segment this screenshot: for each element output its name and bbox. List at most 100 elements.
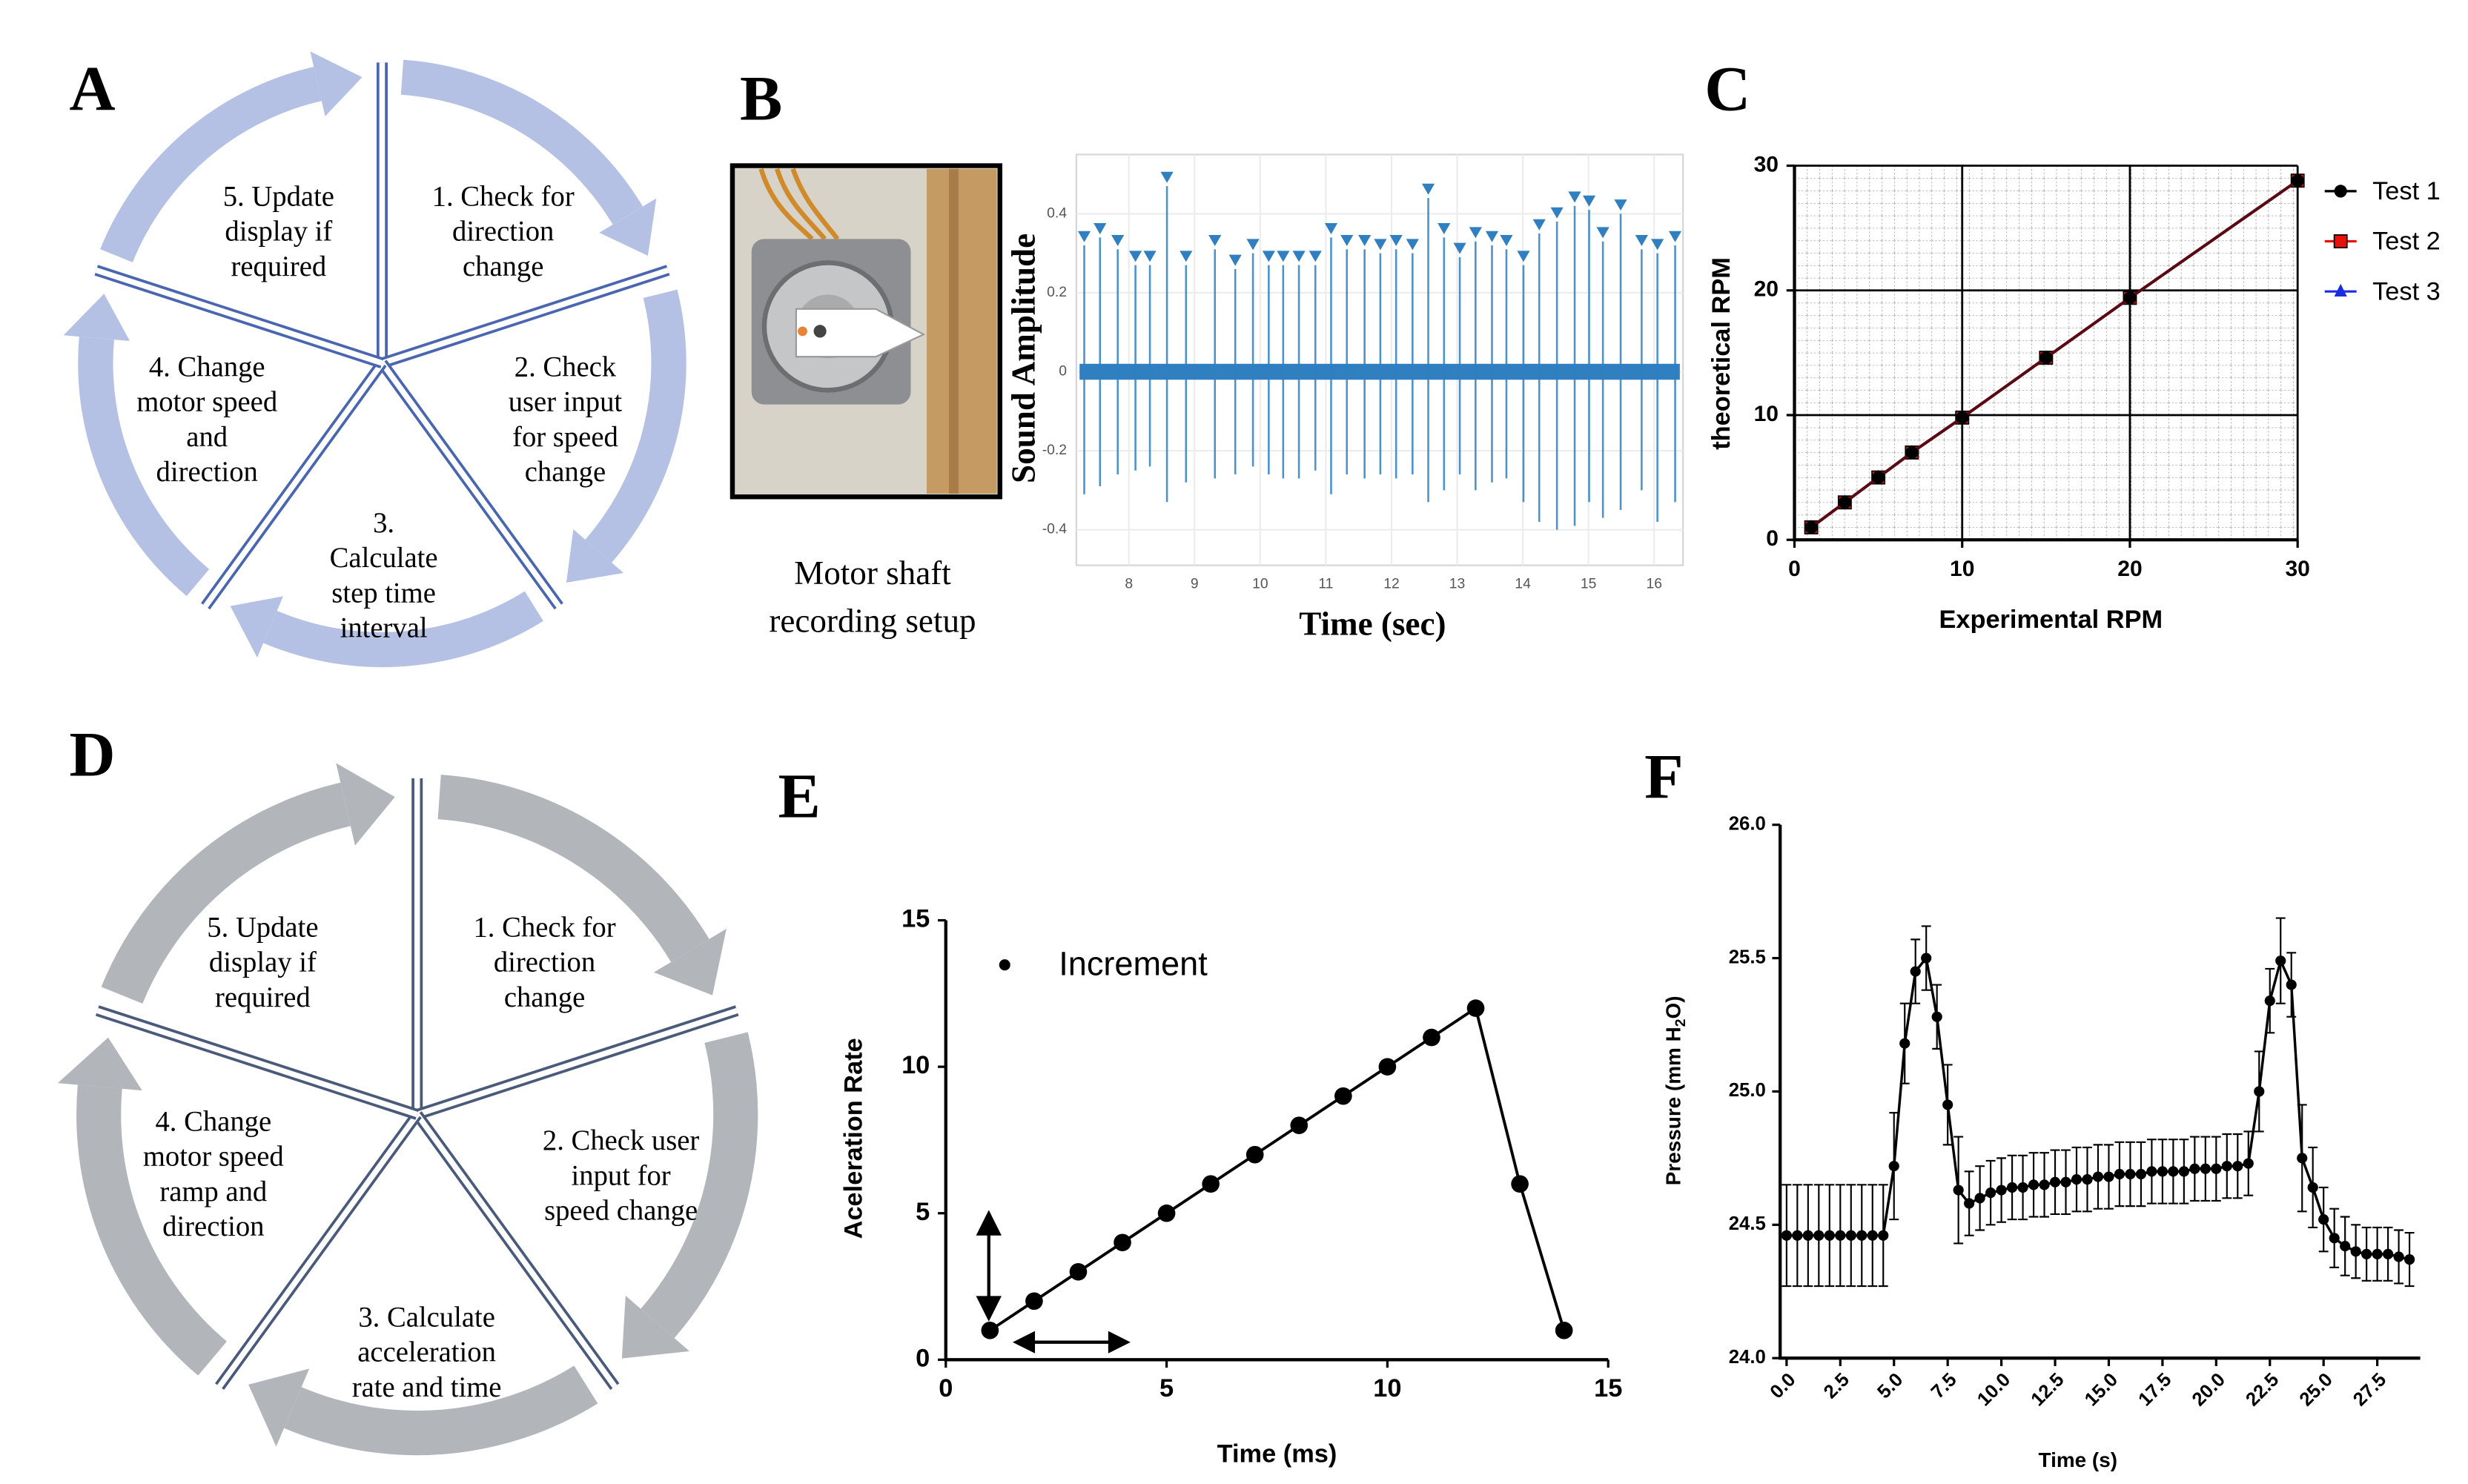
step-text: 3. Calculate [358, 1302, 495, 1334]
marker [1824, 1230, 1835, 1241]
peak-marker [1532, 219, 1546, 231]
peak-marker [1143, 251, 1157, 262]
marker [2329, 1233, 2340, 1244]
x-tick-label: 20 [2117, 557, 2142, 581]
step-text: change [504, 982, 585, 1013]
peak-marker [1651, 239, 1664, 251]
y-tick-label: 26.0 [1729, 813, 1766, 834]
marker [2393, 1251, 2404, 1262]
y-tick-label: 0 [1059, 364, 1067, 380]
y-tick-label: -0.2 [1042, 443, 1067, 458]
marker [981, 1321, 999, 1339]
marker [1804, 520, 1818, 534]
peak-marker [1358, 235, 1372, 247]
legend-marker [2334, 185, 2347, 198]
legend-marker [999, 959, 1010, 971]
x-tick-label: 9 [1191, 576, 1199, 592]
y-tick-label: 10 [901, 1051, 930, 1079]
cycle-arc [437, 775, 709, 962]
step-text: Calculate [330, 543, 438, 574]
marker [2189, 1163, 2200, 1174]
x-tick-label: 14 [1515, 576, 1531, 592]
marker [1867, 1230, 1878, 1241]
cycle-arrowhead [57, 1037, 142, 1091]
marker [2243, 1158, 2254, 1169]
x-tick-label: 10.0 [1974, 1369, 2014, 1410]
legend-label: Test 3 [2372, 277, 2441, 305]
marker [1813, 1230, 1824, 1241]
chart: 0 5 10 15 0 5 10 15 Increment Time (ms) Aceleratio… [839, 905, 1622, 1468]
y-tick-label: 5 [916, 1198, 930, 1226]
panel-label: C [1704, 53, 1750, 125]
x-tick-label: 30 [2285, 557, 2309, 581]
marker [1964, 1198, 1975, 1209]
marker [2372, 1248, 2383, 1259]
y-tick-label: 0 [1766, 526, 1779, 551]
peak-marker [1111, 235, 1125, 247]
y-axis-label: Aceleration Rate [839, 1038, 867, 1239]
spoke-gap [96, 1007, 418, 1118]
series-line [989, 1005, 1566, 1332]
marker [1114, 1233, 1131, 1252]
marker [2114, 1168, 2125, 1180]
marker [1845, 1230, 1856, 1241]
marker [1942, 1099, 1953, 1110]
spoke-gap [95, 267, 383, 366]
peak-marker [1292, 251, 1306, 262]
cycle-arrowhead [310, 51, 363, 116]
marker [2178, 1166, 2189, 1177]
chart: 0 10 20 30 0 10 20 30 Test 1 Test 2 Test 3 Experime… [1707, 152, 2441, 633]
x-tick-label: 8 [1125, 576, 1133, 592]
peak-marker [1406, 239, 1419, 251]
marker [2039, 351, 2053, 365]
marker [1069, 1262, 1088, 1281]
step-text: direction [494, 947, 595, 978]
x-tick-label: 10 [1373, 1374, 1401, 1402]
x-tick-label: 15 [1594, 1374, 1622, 1402]
marker [2286, 979, 2297, 990]
photo [730, 163, 1003, 500]
peak-marker [1568, 191, 1581, 203]
series-line [1786, 955, 2410, 1261]
marker [1202, 1175, 1220, 1193]
y-axis-label-part: Pressure (mm H [1662, 1027, 1685, 1185]
marker [2404, 1253, 2415, 1265]
step-text: rate and time [352, 1372, 502, 1403]
marker [1245, 1145, 1264, 1164]
step-text: change [525, 457, 606, 488]
marker [2123, 291, 2137, 305]
step-text: 5. Update [207, 912, 318, 943]
marker [2028, 1179, 2039, 1190]
y-tick-label: 25.5 [1729, 947, 1766, 967]
peak-marker [1128, 251, 1142, 262]
marker [2039, 1179, 2050, 1190]
x-tick-label: 12 [1383, 576, 1399, 592]
peak-marker [1180, 251, 1193, 262]
y-tick-label: 0.4 [1047, 206, 1067, 222]
step-text: speed change [544, 1196, 698, 1227]
y-axis-label: theoretical RPM [1707, 257, 1736, 450]
x-tick-label: 5.0 [1873, 1369, 1907, 1402]
cycle-arc [78, 337, 210, 597]
marker [1378, 1058, 1397, 1076]
marker [1996, 1185, 2007, 1196]
x-tick-label: 11 [1318, 576, 1333, 592]
marker [1025, 1292, 1043, 1311]
arrows [976, 1210, 1131, 1354]
cycle-arc [100, 67, 322, 262]
marker [1423, 1028, 1440, 1047]
photo-caption: recording setup [769, 602, 976, 639]
step-text: 5. Update [223, 181, 334, 212]
marker [1856, 1230, 1867, 1241]
step-text: interval [340, 613, 428, 644]
marker [2157, 1166, 2168, 1177]
step-text: 1. Check for [432, 181, 575, 212]
marker [2232, 1161, 2243, 1172]
marker [1802, 1230, 1813, 1241]
axis-line [1793, 165, 2298, 542]
peak-marker [1421, 183, 1435, 195]
legend-label: Increment [1059, 945, 1208, 983]
